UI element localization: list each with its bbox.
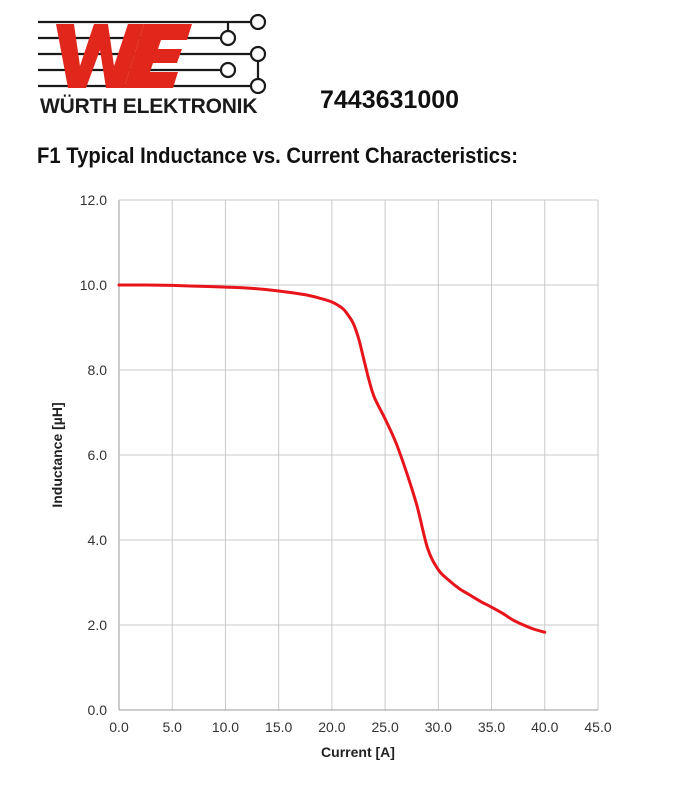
part-number: 7443631000 [320, 86, 460, 114]
x-tick-label: 5.0 [162, 719, 182, 735]
y-axis-label: Inductance [µH] [49, 402, 65, 507]
x-axis-label: Current [A] [321, 744, 395, 760]
x-tick-label: 15.0 [265, 719, 292, 735]
brand-name: WÜRTH ELEKTRONIK [40, 95, 258, 118]
x-tick-label: 45.0 [584, 719, 611, 735]
x-tick-label: 30.0 [425, 719, 452, 735]
y-tick-label: 6.0 [88, 447, 108, 463]
y-tick-label: 0.0 [88, 702, 108, 718]
y-tick-label: 10.0 [80, 277, 107, 293]
x-tick-label: 10.0 [212, 719, 239, 735]
y-tick-label: 12.0 [80, 192, 107, 208]
chart-ticks: 0.0 5.0 10.0 15.0 20.0 25.0 30.0 35.0 40.0 45.0 0.… [80, 192, 612, 735]
x-tick-label: 35.0 [478, 719, 505, 735]
chart-grid [118, 199, 599, 711]
x-tick-label: 25.0 [371, 719, 398, 735]
y-tick-label: 4.0 [88, 532, 108, 548]
x-tick-label: 20.0 [318, 719, 345, 735]
y-tick-label: 2.0 [88, 617, 108, 633]
inductance-curve [117, 283, 547, 634]
x-tick-label: 40.0 [531, 719, 558, 735]
y-tick-label: 8.0 [88, 362, 108, 378]
x-tick-label: 0.0 [109, 719, 129, 735]
we-logo-icon [38, 13, 267, 95]
chart-title: F1 Typical Inductance vs. Current Charac… [37, 143, 519, 168]
